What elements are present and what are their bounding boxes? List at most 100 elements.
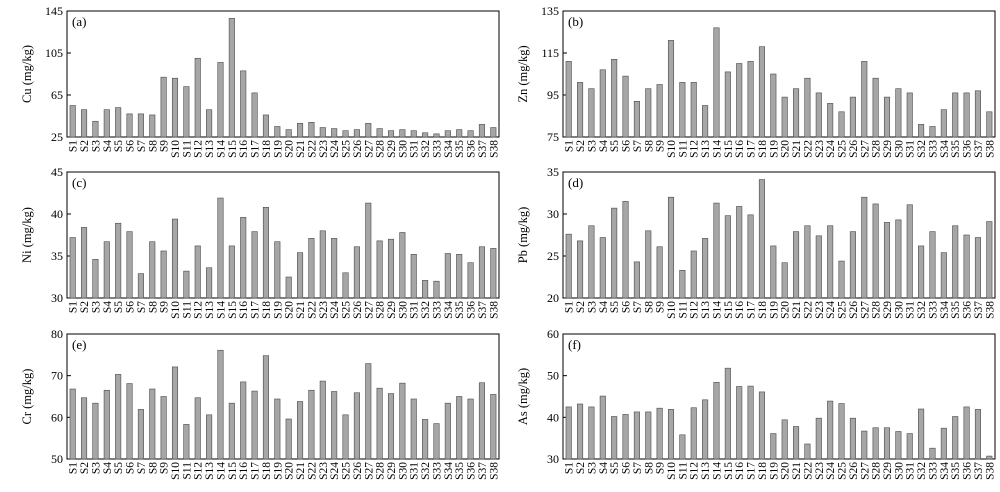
x-tick-label: S1 (68, 301, 80, 313)
x-tick-label: S2 (575, 462, 587, 474)
bar-s3 (588, 225, 595, 299)
bar-s5 (115, 374, 122, 460)
bar-s11 (679, 82, 686, 138)
y-tick-label: 80 (51, 327, 63, 341)
bar-s8 (149, 388, 156, 460)
x-tick-label: S24 (825, 140, 837, 158)
bar-s22 (804, 443, 811, 460)
bar-s20 (285, 276, 292, 299)
bar-s6 (126, 113, 133, 138)
bar-s21 (297, 401, 304, 460)
x-tick-label: S29 (882, 140, 894, 158)
bar-s35 (952, 92, 959, 138)
bar-s2 (81, 397, 88, 460)
bar-s20 (285, 418, 292, 460)
bar-s33 (929, 231, 936, 299)
bar-s37 (974, 90, 981, 138)
bar-s3 (588, 88, 595, 138)
x-tick-label: S25 (837, 140, 849, 158)
bar-s21 (793, 88, 800, 138)
bar-s20 (781, 96, 788, 138)
bar-s32 (422, 132, 429, 138)
x-tick-label: S12 (193, 462, 205, 480)
x-tick-label: S35 (454, 140, 466, 158)
x-tick-label: S19 (768, 301, 780, 319)
bar-s7 (633, 411, 640, 460)
x-tick-label: S12 (689, 301, 701, 319)
bar-s6 (622, 414, 629, 460)
x-tick-label: S25 (837, 301, 849, 319)
bar-s28 (376, 128, 383, 138)
bar-s32 (422, 419, 429, 460)
bar-s21 (297, 252, 304, 299)
x-tick-label: S13 (204, 462, 216, 480)
x-tick-label: S26 (848, 140, 860, 158)
panel-label: (b) (568, 14, 583, 29)
bar-s22 (804, 225, 811, 299)
x-tick-label: S6 (621, 140, 633, 152)
bar-s5 (115, 222, 122, 299)
bar-s20 (285, 129, 292, 138)
x-tick-label: S14 (711, 140, 723, 158)
x-tick-label: S2 (575, 140, 587, 152)
x-tick-label: S15 (227, 301, 239, 319)
y-tick-label: 70 (51, 369, 63, 383)
x-tick-label: S15 (723, 462, 735, 480)
bar-s4 (103, 241, 110, 299)
x-tick-label: S3 (90, 140, 102, 152)
x-tick-label: S24 (825, 301, 837, 319)
bar-s34 (444, 253, 451, 299)
x-tick-label: S12 (193, 140, 205, 158)
bar-s36 (467, 398, 474, 460)
x-tick-label: S1 (564, 462, 576, 474)
x-tick-label: S5 (113, 140, 125, 152)
x-tick-label: S33 (927, 140, 939, 158)
bar-s38 (986, 111, 993, 138)
bar-s36 (963, 92, 970, 138)
x-tick-label: S37 (477, 140, 489, 158)
x-tick-label: S26 (848, 301, 860, 319)
bar-s11 (183, 424, 190, 460)
x-tick-label: S32 (916, 462, 928, 480)
x-tick-label: S10 (170, 462, 182, 480)
x-tick-label: S24 (825, 462, 837, 480)
x-tick-label: S25 (837, 462, 849, 480)
bar-s7 (137, 113, 144, 138)
bar-s12 (690, 82, 697, 138)
x-tick-label: S13 (700, 462, 712, 480)
bar-s9 (160, 76, 167, 138)
bar-s18 (758, 46, 765, 138)
x-tick-label: S35 (950, 301, 962, 319)
x-tick-label: S2 (79, 140, 91, 152)
x-tick-label: S4 (102, 140, 114, 152)
panel-label: (c) (72, 175, 86, 190)
x-tick-label: S3 (90, 301, 102, 313)
bar-s38 (986, 221, 993, 299)
x-tick-label: S36 (962, 462, 974, 480)
x-tick-label: S6 (125, 140, 137, 152)
bar-s18 (758, 179, 765, 299)
bar-s8 (645, 230, 652, 299)
x-tick-label: S29 (882, 462, 894, 480)
x-tick-label: S9 (655, 462, 667, 474)
x-tick-label: S30 (397, 462, 409, 480)
bar-s31 (410, 398, 417, 460)
x-tick-label: S23 (814, 462, 826, 480)
x-tick-label: S27 (363, 140, 375, 158)
bar-s24 (331, 128, 338, 138)
bar-s4 (599, 69, 606, 138)
y-tick-label: 95 (547, 88, 559, 102)
bar-s30 (895, 219, 902, 299)
x-tick-label: S26 (848, 462, 860, 480)
bar-s37 (478, 382, 485, 460)
x-tick-label: S36 (962, 140, 974, 158)
bar-s4 (103, 109, 110, 138)
bar-s19 (770, 433, 777, 460)
x-tick-label: S25 (341, 140, 353, 158)
bar-s15 (228, 18, 235, 138)
x-tick-label: S24 (329, 301, 341, 319)
x-tick-label: S38 (984, 462, 996, 480)
y-tick-label: 35 (51, 249, 63, 263)
x-tick-label: S8 (147, 140, 159, 152)
bar-s30 (895, 431, 902, 460)
